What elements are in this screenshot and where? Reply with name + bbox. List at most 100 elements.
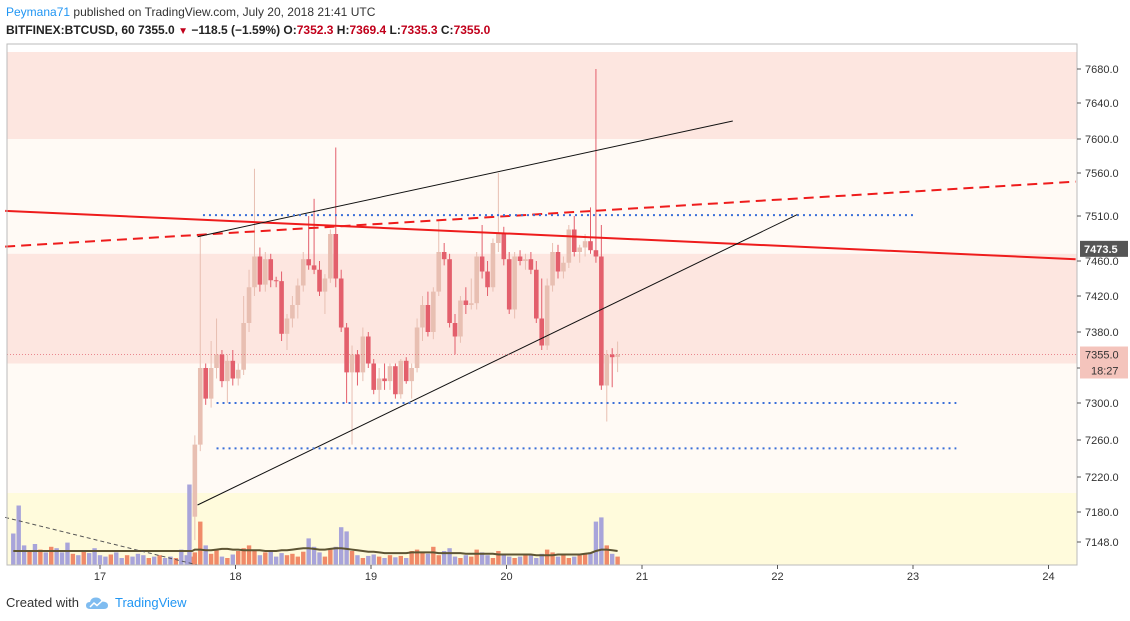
volume-bar: [108, 554, 114, 565]
volume-trend-dashed: [5, 516, 198, 566]
volume-bar: [566, 558, 572, 565]
volume-bar: [382, 558, 387, 565]
candle-body: [333, 234, 339, 279]
candle-body: [344, 327, 349, 373]
candle-body: [360, 336, 366, 373]
candle-body: [295, 285, 301, 305]
drawings-layer: [5, 120, 1077, 506]
volume-bar: [561, 555, 566, 565]
volume-bar: [284, 555, 290, 565]
time-tick-label: 17: [94, 571, 106, 583]
header-line-2: BITFINEX:BTCUSD, 60 7355.0 ▼ −118.5 (−1.…: [6, 21, 490, 41]
volume-bar: [173, 558, 179, 565]
price-tick-label: 7600.0: [1085, 134, 1119, 146]
volume-bar: [189, 556, 195, 565]
volume-bar: [593, 521, 599, 565]
tradingview-link[interactable]: TradingView: [85, 595, 187, 610]
volume-bar: [572, 556, 577, 565]
last-price-box: [1080, 346, 1128, 379]
price-tick-label: 7640.0: [1085, 98, 1119, 110]
volume-bar: [124, 555, 130, 565]
candle-body: [263, 259, 268, 285]
red-trendline-dashed: [5, 180, 1076, 248]
volume-bar: [599, 517, 604, 565]
volume-bar: [387, 555, 393, 565]
candles-layer: [192, 69, 620, 541]
price-tick-label: 7460.0: [1085, 256, 1119, 268]
price-change: −118.5 (−1.59%): [191, 23, 281, 37]
volume-bar: [279, 553, 284, 565]
candle-body: [284, 318, 290, 334]
candle-body: [447, 259, 452, 323]
candle-body: [512, 256, 517, 310]
candle-body: [241, 323, 246, 370]
candle-body: [268, 259, 274, 281]
candle-body: [571, 229, 577, 252]
candle-body: [550, 252, 555, 286]
author-name[interactable]: Peymana71: [6, 5, 71, 19]
wedge-lower-line: [197, 213, 799, 506]
volume-bar: [452, 556, 458, 565]
publish-info: published on TradingView.com, July 20, 2…: [73, 5, 376, 19]
candle-body: [349, 354, 355, 373]
symbol-label: BITFINEX:BTCUSD, 60: [6, 23, 135, 37]
volume-bar: [38, 549, 43, 565]
volume-bar: [246, 545, 252, 565]
price-tick-label: 7300.0: [1085, 398, 1119, 410]
header-line-1: Peymana71 published on TradingView.com, …: [6, 3, 490, 21]
candle-body: [604, 354, 610, 386]
tradingview-brand: TradingView: [114, 595, 187, 610]
price-tick-label: 7510.0: [1085, 211, 1119, 223]
candle-body: [561, 262, 566, 272]
volume-bar: [225, 558, 230, 565]
price-tick-label: 7680.0: [1085, 64, 1119, 76]
wedge-upper-line: [197, 120, 733, 238]
candle-body: [615, 354, 620, 357]
candle-body: [506, 259, 512, 310]
candle-body: [230, 360, 236, 379]
volume-bar: [59, 552, 65, 565]
time-tick-label: 24: [1042, 571, 1054, 583]
price-tick-label: 7180.0: [1085, 507, 1119, 519]
volume-bar: [588, 552, 593, 565]
candle-body: [192, 444, 198, 517]
candle-body: [539, 318, 545, 346]
candle-body: [403, 360, 409, 382]
volume-bar: [523, 553, 528, 565]
candle-body: [490, 243, 496, 288]
candle-body: [420, 305, 425, 328]
volume-bar: [16, 505, 21, 565]
volume-bar: [528, 555, 534, 565]
volume-bar: [241, 548, 246, 565]
candle-body: [441, 252, 447, 260]
price-tick-label: 7380.0: [1085, 327, 1119, 339]
candle-body: [485, 271, 490, 288]
open-value: 7352.3: [296, 23, 334, 37]
volume-bar: [479, 552, 485, 565]
candle-body: [382, 378, 387, 382]
volume-bar: [162, 558, 168, 565]
price-tick-label: 7420.0: [1085, 291, 1119, 303]
volume-bar: [539, 553, 544, 565]
volume-bar: [577, 555, 582, 565]
volume-bar: [236, 551, 241, 565]
volume-bar: [447, 548, 452, 565]
volume-bar: [458, 558, 463, 565]
candle-body: [582, 241, 588, 248]
candle-body: [197, 368, 203, 445]
axis-layer: 7148.07180.07220.07260.07300.07340.07380…: [6, 43, 1130, 583]
candle-body: [398, 360, 404, 395]
volume-bar: [366, 555, 371, 565]
candle-body: [306, 259, 311, 266]
candle-body: [393, 366, 398, 395]
volume-bar: [555, 556, 561, 565]
volume-bar: [328, 549, 333, 565]
candle-body: [609, 354, 615, 358]
time-tick-label: 19: [365, 571, 377, 583]
volume-bar: [257, 555, 263, 565]
high-label: H:: [336, 23, 350, 37]
candle-body: [371, 363, 377, 390]
price-tick-label: 7560.0: [1085, 168, 1119, 180]
volume-bar: [431, 546, 436, 565]
